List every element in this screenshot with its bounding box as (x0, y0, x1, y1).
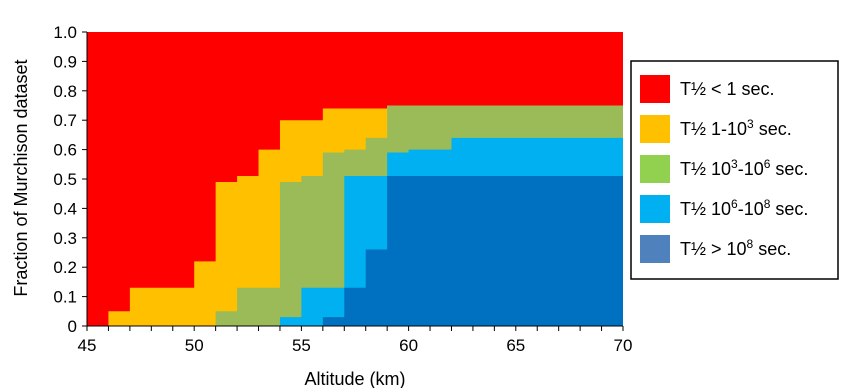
legend-label: T½ > 108 sec. (680, 237, 791, 259)
y-axis: 0 0.1 0.2 0.3 0.4 0.5 0.6 0.7 0.8 0.9 1.0 (53, 23, 88, 336)
legend-label: T½ 106-108 sec. (680, 197, 808, 219)
x-axis: 45 50 55 60 65 70 (78, 325, 633, 355)
area-series-5 (87, 176, 623, 326)
legend-label: T½ 1-103 sec. (680, 117, 792, 139)
x-tick-label: 70 (614, 336, 633, 355)
plot-area (87, 32, 623, 326)
y-tick-label: 0.1 (53, 288, 77, 307)
legend-swatch (640, 155, 670, 183)
legend-swatch (640, 75, 670, 103)
y-tick-label: 0.8 (53, 82, 77, 101)
x-axis-title: Altitude (km) (304, 369, 405, 388)
y-tick-label: 0 (68, 317, 77, 336)
y-tick-label: 0.9 (53, 52, 77, 71)
y-tick-label: 0.3 (53, 229, 77, 248)
y-tick-label: 0.4 (53, 199, 77, 218)
y-tick-label: 1.0 (53, 23, 77, 42)
legend-swatch (640, 115, 670, 143)
y-axis-title: Fraction of Murchison dataset (11, 59, 31, 296)
x-tick-label: 65 (506, 336, 525, 355)
x-tick-label: 60 (399, 336, 418, 355)
y-tick-label: 0.2 (53, 258, 77, 277)
legend-swatch (640, 195, 670, 223)
legend-label: T½ 103-106 sec. (680, 157, 808, 179)
x-tick-label: 50 (185, 336, 204, 355)
x-tick-label: 45 (78, 336, 97, 355)
y-tick-label: 0.6 (53, 141, 77, 160)
legend: T½ < 1 sec. T½ 1-103 sec. T½ 103-106 sec. T… (630, 60, 839, 280)
legend-swatch (640, 235, 670, 263)
legend-label: T½ < 1 sec. (680, 79, 775, 99)
x-tick-label: 55 (292, 336, 311, 355)
y-tick-label: 0.5 (53, 170, 77, 189)
y-tick-label: 0.7 (53, 111, 77, 130)
